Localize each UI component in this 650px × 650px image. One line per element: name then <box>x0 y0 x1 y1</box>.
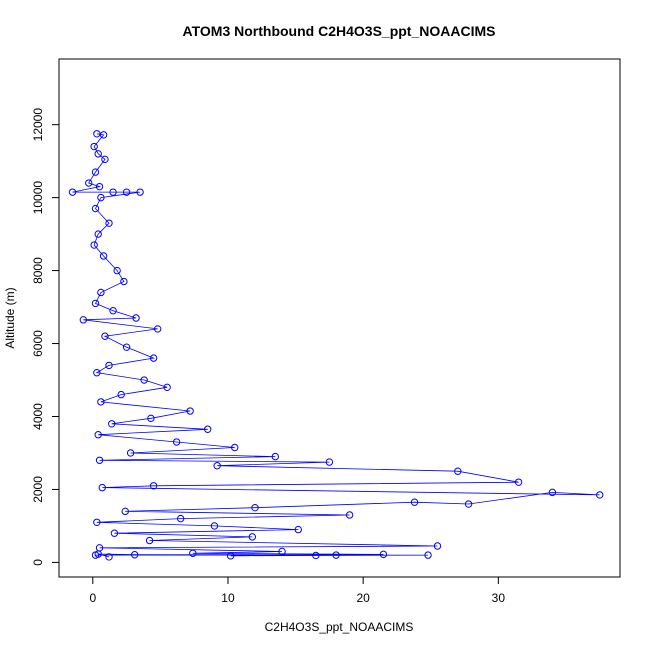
data-point <box>94 230 102 238</box>
data-point <box>79 316 88 324</box>
data-point <box>271 452 279 461</box>
data-point <box>147 414 155 423</box>
y-axis-label: Altitude (m) <box>3 287 17 348</box>
data-point <box>97 398 105 406</box>
y-tick-label: 2000 <box>31 476 45 503</box>
x-axis: 0 10 20 30 <box>89 576 506 605</box>
data-point <box>548 488 557 497</box>
data-point <box>97 193 105 202</box>
data-point <box>113 266 121 275</box>
data-point <box>410 498 419 506</box>
data-point <box>464 500 473 508</box>
data-point <box>596 491 604 499</box>
data-point <box>93 130 101 138</box>
data-point <box>94 431 102 439</box>
data-point <box>145 536 154 545</box>
data-point <box>93 518 101 526</box>
data-point <box>99 131 108 139</box>
data-point <box>109 188 117 196</box>
data-point <box>149 482 158 490</box>
series-line <box>72 133 600 558</box>
data-point <box>85 179 93 187</box>
y-tick-label: 8000 <box>31 257 45 284</box>
y-tick-label: 4000 <box>31 403 45 430</box>
data-point <box>251 503 259 512</box>
data-point <box>231 443 239 452</box>
data-point <box>117 390 125 399</box>
data-point <box>332 551 340 559</box>
data-point <box>110 529 119 537</box>
x-tick-label: 0 <box>89 591 96 605</box>
data-point <box>126 449 135 457</box>
x-tick-label: 20 <box>356 591 370 605</box>
data-point <box>105 361 113 370</box>
data-point <box>345 511 354 519</box>
data-point <box>94 150 102 158</box>
data-point <box>172 438 181 446</box>
data-point <box>454 467 462 475</box>
data-point <box>91 299 100 308</box>
plot-frame <box>58 58 621 578</box>
data-point <box>210 522 219 530</box>
data-point <box>98 483 106 492</box>
data-point <box>122 343 131 351</box>
data-point <box>325 458 334 466</box>
y-axis: 0 2000 4000 6000 8000 10000 12000 <box>31 108 60 566</box>
data-point <box>94 550 102 558</box>
data-point <box>176 514 185 523</box>
data-point <box>149 354 158 362</box>
data-point <box>153 325 162 333</box>
data-point <box>433 542 442 550</box>
data-point <box>226 552 235 560</box>
data-point <box>99 252 108 260</box>
data-point <box>163 383 171 392</box>
data-point <box>514 478 523 486</box>
y-tick-label: 12000 <box>31 108 45 142</box>
data-point <box>379 550 388 559</box>
data-point <box>278 547 286 556</box>
data-point <box>312 551 320 560</box>
y-tick-label: 10000 <box>31 181 45 215</box>
data-point <box>213 462 221 470</box>
data-point <box>95 456 104 464</box>
data-point <box>140 376 148 384</box>
data-point <box>91 168 100 176</box>
data-point <box>91 204 100 213</box>
data-point <box>109 307 117 315</box>
data-point <box>101 332 109 340</box>
chart-title: ATOM3 Northbound C2H4O3S_ppt_NOAACIMS <box>183 23 496 39</box>
data-point <box>186 407 194 415</box>
y-tick-label: 6000 <box>31 330 45 357</box>
series-layer <box>68 130 604 561</box>
data-point <box>105 219 113 227</box>
data-point <box>131 551 139 559</box>
data-point <box>97 288 105 297</box>
data-point <box>121 507 129 516</box>
data-point <box>108 420 116 428</box>
data-point <box>203 425 212 433</box>
data-point <box>90 241 98 249</box>
data-point <box>120 277 128 286</box>
data-point <box>90 142 98 151</box>
data-point <box>105 553 113 561</box>
x-axis-label: C2H4O3S_ppt_NOAACIMS <box>265 620 414 634</box>
data-point <box>68 188 77 196</box>
data-point <box>101 155 109 164</box>
y-tick-label: 0 <box>31 559 45 566</box>
data-point <box>95 182 104 191</box>
x-tick-label: 30 <box>492 591 506 605</box>
x-tick-label: 10 <box>221 591 235 605</box>
data-point <box>136 188 144 196</box>
data-point <box>132 314 140 322</box>
data-point <box>122 188 131 196</box>
data-point <box>248 533 257 541</box>
data-point <box>93 369 101 377</box>
data-point <box>189 549 197 557</box>
data-point <box>294 525 302 534</box>
data-point <box>424 551 432 559</box>
